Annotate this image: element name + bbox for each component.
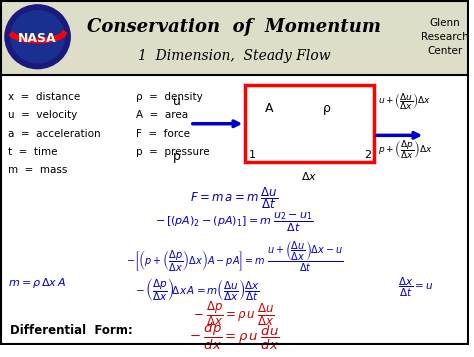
Text: $F = m\,a = m\;\dfrac{\Delta u}{\Delta t}$: $F = m\,a = m\;\dfrac{\Delta u}{\Delta t… bbox=[190, 186, 279, 211]
Text: NASA: NASA bbox=[18, 32, 57, 45]
Text: $-\,\left(\dfrac{\Delta p}{\Delta x}\right)\!\Delta x\,A = m\left(\dfrac{\Delta : $-\,\left(\dfrac{\Delta p}{\Delta x}\rig… bbox=[136, 276, 260, 302]
Text: u  =  velocity: u = velocity bbox=[8, 110, 77, 120]
Bar bbox=[0, 0, 469, 75]
Text: $-\;\dfrac{dp}{dx} = \rho\,u\;\dfrac{du}{dx}$: $-\;\dfrac{dp}{dx} = \rho\,u\;\dfrac{du}… bbox=[189, 321, 280, 352]
Text: $-\;\dfrac{\Delta p}{\Delta x} = \rho\,u\;\dfrac{\Delta u}{\Delta x}$: $-\;\dfrac{\Delta p}{\Delta x} = \rho\,u… bbox=[193, 300, 275, 328]
Text: p  =  pressure: p = pressure bbox=[137, 147, 210, 157]
Text: 2: 2 bbox=[365, 150, 372, 160]
Text: 1  Dimension,  Steady Flow: 1 Dimension, Steady Flow bbox=[138, 49, 331, 63]
Text: u: u bbox=[173, 95, 181, 108]
Text: t  =  time: t = time bbox=[8, 147, 57, 157]
Text: $-\,[(pA)_2 - (pA)_1] = m\;\dfrac{u_2 - u_1}{\Delta t}$: $-\,[(pA)_2 - (pA)_1] = m\;\dfrac{u_2 - … bbox=[155, 211, 314, 234]
Text: a  =  acceleration: a = acceleration bbox=[8, 129, 100, 139]
Text: $m = \rho\,\Delta x\,A$: $m = \rho\,\Delta x\,A$ bbox=[8, 276, 66, 290]
Text: $\Delta x$: $\Delta x$ bbox=[301, 170, 318, 182]
Text: p: p bbox=[173, 150, 181, 163]
Text: $\dfrac{\Delta x}{\Delta t} = u$: $\dfrac{\Delta x}{\Delta t} = u$ bbox=[398, 276, 433, 299]
Text: $-\left[\left(p + \left(\dfrac{\Delta p}{\Delta x}\right)\Delta x\right)A - pA\r: $-\left[\left(p + \left(\dfrac{\Delta p}… bbox=[126, 240, 343, 274]
Text: $p + \left(\dfrac{\Delta p}{\Delta x}\right)\Delta x$: $p + \left(\dfrac{\Delta p}{\Delta x}\ri… bbox=[378, 139, 432, 161]
Text: Differential  Form:: Differential Form: bbox=[10, 324, 133, 337]
Text: Glenn
Research
Center: Glenn Research Center bbox=[421, 18, 469, 56]
Circle shape bbox=[11, 11, 64, 63]
Text: 1: 1 bbox=[249, 150, 255, 160]
Circle shape bbox=[5, 5, 70, 69]
Text: F  =  force: F = force bbox=[137, 129, 191, 139]
Text: A  =  area: A = area bbox=[137, 110, 189, 120]
Text: Conservation  of  Momentum: Conservation of Momentum bbox=[87, 18, 381, 36]
Text: A: A bbox=[264, 102, 273, 115]
Bar bbox=[245, 85, 374, 162]
Text: $u + \left(\dfrac{\Delta u}{\Delta x}\right)\Delta x$: $u + \left(\dfrac{\Delta u}{\Delta x}\ri… bbox=[378, 91, 431, 112]
Text: x  =  distance: x = distance bbox=[8, 92, 80, 102]
Text: m  =  mass: m = mass bbox=[8, 165, 67, 175]
Text: ρ  =  density: ρ = density bbox=[137, 92, 203, 102]
Text: ρ: ρ bbox=[322, 102, 330, 115]
